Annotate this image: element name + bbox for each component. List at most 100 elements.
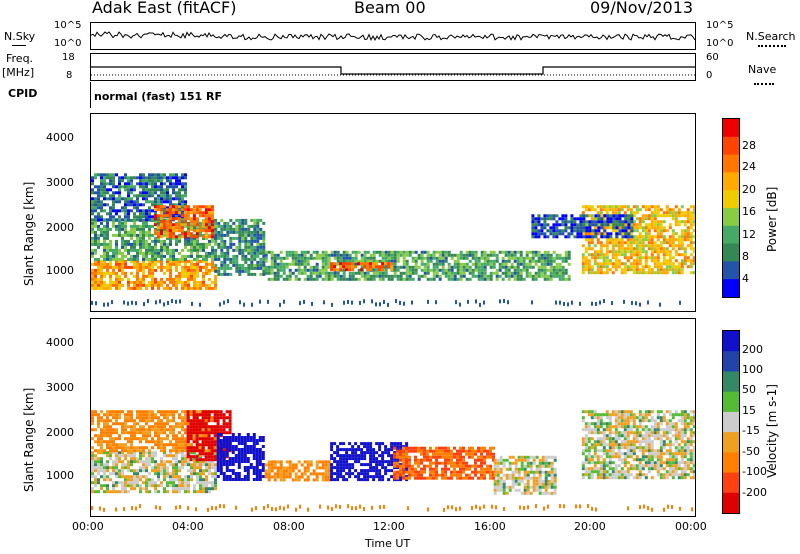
data-cell [232,227,236,231]
data-cell [103,236,106,240]
data-cell [459,256,463,260]
data-cell [216,466,220,469]
data-cell [531,256,535,260]
data-cell [259,242,263,246]
data-cell [183,217,187,221]
data-cell [172,410,175,414]
data-cell [390,460,394,464]
data-cell [91,413,94,417]
data-cell [259,263,263,267]
data-cell [190,242,193,246]
data-cell [115,185,118,189]
data-cell [139,449,142,453]
data-cell [94,248,97,252]
data-cell [172,259,175,263]
near-range-cell [395,299,397,304]
data-cell [656,238,660,242]
data-cell [169,179,172,183]
data-cell [154,188,157,192]
data-cell [175,460,178,464]
data-cell [342,271,346,275]
data-cell [680,205,684,209]
data-cell [118,209,121,213]
data-cell [438,262,442,266]
data-cell [208,463,211,467]
data-cell [360,478,364,482]
data-cell [204,220,208,224]
data-cell [656,223,660,227]
data-cell [184,460,187,464]
data-cell [462,253,466,257]
data-cell [208,283,211,287]
data-cell [159,217,163,221]
data-cell [210,226,214,230]
data-cell [235,260,239,264]
data-cell [582,214,586,218]
data-cell [324,466,328,470]
data-cell [199,460,202,464]
data-cell [644,262,648,266]
data-cell [668,259,672,263]
data-cell [408,268,412,272]
data-cell [396,473,399,477]
data-cell [162,214,166,218]
data-cell [91,221,94,225]
data-cell [187,481,190,485]
data-cell [207,208,211,212]
data-cell [130,481,133,485]
data-cell [327,478,331,482]
data-cell [411,256,415,260]
data-cell [127,230,130,234]
data-cell [662,220,666,224]
data-cell [178,239,181,243]
data-cell [142,218,145,222]
data-cell [372,478,376,482]
data-cell [231,448,235,451]
data-cell [94,224,97,228]
data-cell [159,226,163,230]
data-cell [94,176,97,180]
data-cell [183,208,187,212]
data-cell [91,182,94,186]
data-cell [133,286,136,290]
data-cell [103,239,106,243]
data-cell [202,271,205,275]
data-cell [297,256,301,260]
data-cell [145,410,148,414]
data-cell [202,245,205,249]
data-cell [148,283,151,287]
data-cell [175,484,178,488]
data-cell [677,208,681,212]
nsky-label: N.Sky [4,30,36,43]
data-cell [247,233,251,237]
data-cell [635,238,639,242]
data-cell [626,208,630,212]
data-cell [148,188,151,192]
data-cell [216,442,220,445]
data-cell [133,454,136,458]
data-cell [133,239,136,243]
data-cell [94,413,97,417]
data-cell [100,265,103,269]
data-cell [297,469,301,473]
data-cell [668,226,672,230]
data-cell [617,211,621,215]
data-cell [596,265,600,269]
data-cell [103,422,106,426]
data-cell [94,271,97,275]
data-cell [641,214,645,218]
data-cell [222,451,226,454]
data-cell [115,413,118,417]
data-cell [205,487,208,491]
data-cell [94,469,97,473]
data-cell [480,256,484,260]
data-cell [587,232,591,236]
data-cell [124,422,127,426]
data-cell [363,256,367,260]
data-cell [587,259,591,263]
data-cell [199,265,202,269]
data-cell [214,265,217,269]
data-cell [525,268,529,272]
data-cell [219,457,223,460]
data-cell [513,265,517,269]
